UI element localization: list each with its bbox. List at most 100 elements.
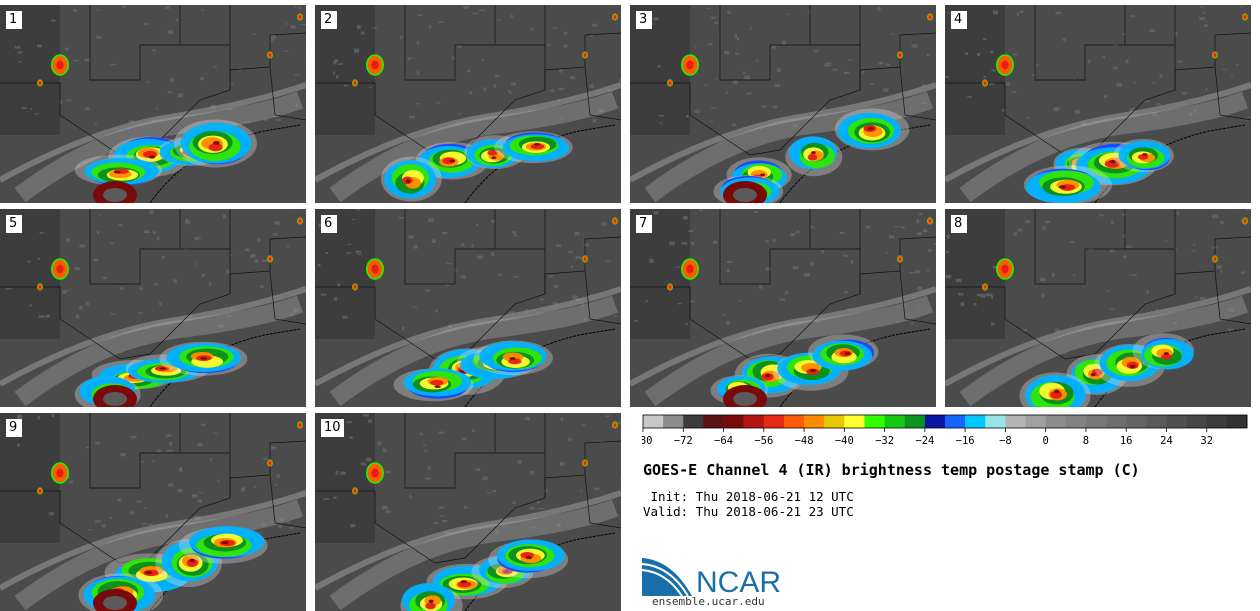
cloud-speckle [65,48,68,51]
cloud-speckle [52,413,54,417]
colorbar-segment [744,415,764,428]
cloud-speckle [677,303,681,304]
cloud-speckle [727,261,733,263]
init-time: Init: Thu 2018-06-21 12 UTC [643,489,854,504]
cloud-speckle [917,286,922,290]
gulf-storm-eye [103,392,127,406]
cloud-speckle [38,416,40,420]
cloud-speckle [1236,64,1238,66]
cloud-speckle [915,270,920,273]
colorbar-segment [1005,415,1025,428]
cloud-speckle [476,224,478,226]
cloud-speckle [461,275,466,278]
cloud-speckle [606,415,610,417]
cloud-speckle [352,219,355,220]
cloud-speckle [878,7,881,11]
isolated-storm-peak [56,61,63,70]
cloud-speckle [273,233,278,235]
cloud-speckle [735,35,738,38]
ncar-logo-text: NCAR [696,566,781,596]
cloud-speckle [138,312,142,314]
cloud-speckle [483,476,488,480]
cloud-speckle [965,52,968,55]
convective-cloud-cluster [1091,373,1096,376]
cloud-speckle [159,302,161,306]
cloud-speckle [434,522,439,524]
cloud-speckle [1122,34,1126,36]
cloud-speckle [100,215,103,216]
cloud-speckle [750,27,752,29]
cloud-speckle [1099,214,1104,216]
cloud-speckle [1045,221,1050,223]
cloud-speckle [645,300,647,302]
cloud-speckle [289,527,294,529]
cloud-speckle [1076,72,1078,73]
colorbar-segment [905,415,925,428]
cloud-speckle [429,26,431,29]
cloud-speckle [1146,290,1149,293]
cloud-speckle [1018,229,1022,232]
cloud-speckle [119,224,122,226]
cloud-speckle [786,14,789,15]
cloud-speckle [95,520,101,523]
isolated-storm-peak [899,54,901,57]
cloud-speckle [548,276,554,278]
cloud-speckle [564,32,567,35]
cloud-speckle [294,74,299,75]
cloud-speckle [153,231,156,234]
cloud-speckle [157,237,159,241]
cloud-speckle [454,269,457,272]
postage-stamp-panel-1: 1 [0,5,306,203]
cloud-speckle [1110,249,1115,252]
isolated-storm-peak [669,82,671,85]
convective-cloud-cluster [425,602,436,609]
colorbar-segment [1106,415,1126,428]
cloud-speckle [927,54,930,56]
cloud-speckle [1241,271,1245,273]
cloud-speckle [553,28,557,29]
colorbar-segment [1086,415,1106,428]
cloud-speckle [1075,110,1080,114]
cloud-speckle [756,60,759,62]
cloud-speckle [409,495,411,499]
cloud-speckle [1129,274,1131,275]
panel-number-label: 9 [6,419,22,437]
cloud-speckle [170,78,173,82]
cloud-speckle [152,460,155,462]
colorbar-tick-label: −32 [875,435,894,447]
isolated-storm-peak [584,54,586,57]
cloud-speckle [497,19,501,20]
isolated-storm-peak [1001,265,1008,274]
cloud-speckle [131,436,137,438]
cloud-speckle [198,492,203,493]
cloud-speckle [245,248,250,251]
cloud-speckle [167,450,173,452]
cloud-speckle [76,315,79,319]
cloud-speckle [977,53,980,56]
cloud-speckle [336,75,338,78]
cloud-speckle [744,76,750,80]
cloud-speckle [553,302,558,304]
convective-cloud-cluster [1054,390,1060,394]
cloud-speckle [1102,56,1105,58]
panel-number-label: 10 [321,419,344,437]
cloud-speckle [1217,265,1222,269]
cloud-speckle [318,264,321,266]
cloud-speckle [793,266,799,269]
cloud-speckle [385,510,390,513]
colorbar-segment [724,415,744,428]
cloud-speckle [1149,29,1154,32]
cloud-speckle [49,512,54,515]
cloud-speckle [275,484,278,486]
cloud-speckle [753,211,758,213]
cloud-speckle [180,467,182,470]
cloud-speckle [197,500,202,503]
isolated-storm-peak [584,258,586,261]
colorbar-segment [703,415,723,428]
cloud-speckle [346,252,352,253]
cloud-speckle [122,6,126,8]
cloud-speckle [711,108,716,109]
cloud-speckle [120,453,126,456]
isolated-storm-peak [614,220,616,223]
convective-cloud-cluster [429,600,434,603]
